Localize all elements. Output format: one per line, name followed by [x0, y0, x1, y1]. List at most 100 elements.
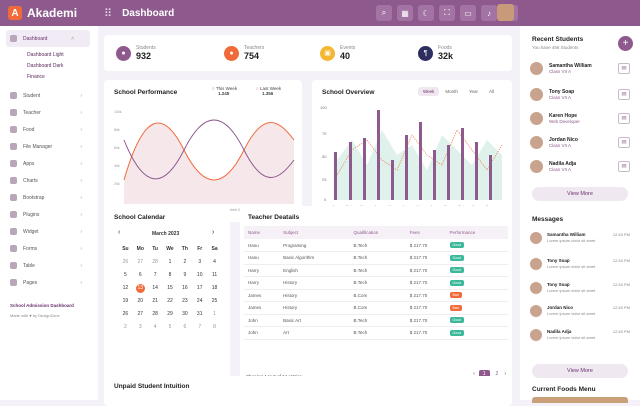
prev-page-icon[interactable]: ‹	[473, 371, 475, 377]
calendar-day[interactable]: 2	[183, 259, 187, 265]
sidebar-item-file-manager[interactable]: File Manager ›	[0, 138, 98, 155]
tab-year[interactable]: Year	[468, 89, 479, 94]
col-subject[interactable]: Subject	[283, 226, 354, 239]
calendar-day[interactable]: 30	[182, 311, 188, 317]
sidebar-item-bootstrap[interactable]: Bootstrap ›	[0, 189, 98, 206]
table-row[interactable]: John Art B.Tech $ 217.70 Good	[244, 326, 508, 340]
calendar-day[interactable]: 16	[182, 285, 188, 291]
view-more-messages-button[interactable]: View More	[532, 364, 628, 378]
calendar-day[interactable]: 4	[153, 324, 157, 330]
table-row[interactable]: Hanu Programing B.Tech $ 217.70 Good	[244, 239, 508, 252]
sidebar-item-teacher[interactable]: Teacher ›	[0, 104, 98, 121]
calendar-day[interactable]: 18	[211, 285, 218, 291]
mail-icon[interactable]: ✉	[618, 137, 630, 148]
calendar-day[interactable]: 6	[183, 324, 187, 330]
message-item[interactable]: Tony Soap Lorem ipsum dolor sit amet 12:45…	[530, 258, 634, 270]
logo[interactable]: A Akademi	[0, 0, 100, 26]
tab-all[interactable]: All	[489, 89, 495, 94]
list-item[interactable]: Samantha William Class VII A ✉	[530, 62, 630, 75]
sidebar-item-dashboard[interactable]: Dashboard ˄	[6, 30, 90, 47]
mail-icon[interactable]: ✉	[618, 63, 630, 74]
message-item[interactable]: Tony Soap Lorem ipsum dolor sit amet 12:45…	[530, 282, 634, 294]
sidebar-item-plugins[interactable]: Plugins ›	[0, 206, 98, 223]
calendar-day[interactable]: 7	[198, 324, 202, 330]
calendar-day[interactable]: 20	[137, 298, 144, 304]
sidebar-sub-dashboard-light[interactable]: Dashboard Light	[27, 51, 64, 58]
sidebar-item-student[interactable]: Student ›	[0, 87, 98, 104]
calendar-day[interactable]: 19	[122, 298, 129, 304]
apps-grid-icon[interactable]: ⠿	[104, 7, 113, 20]
calendar-day[interactable]: 22	[167, 298, 173, 304]
table-row[interactable]: Hanu Basic Algorithm B.Tech $ 217.70 Good	[244, 251, 508, 265]
list-item[interactable]: Jordan Nico Class VII A ✉	[530, 136, 630, 149]
calendar-day[interactable]: 24	[196, 298, 203, 304]
calendar-day[interactable]: 27	[137, 259, 144, 265]
calendar-day[interactable]: 21	[152, 298, 158, 304]
calendar-day[interactable]: 31	[196, 311, 203, 317]
mail-icon[interactable]: ✉	[618, 113, 630, 124]
table-row[interactable]: Harry English B.Tech $ 217.70 Good	[244, 264, 508, 277]
mail-icon[interactable]: ✉	[618, 89, 630, 100]
sidebar-item-charts[interactable]: Charts ›	[0, 172, 98, 189]
calendar-day[interactable]: 5	[124, 272, 127, 278]
message-item[interactable]: Samantha William Lorem ipsum dolor sit am…	[530, 232, 634, 244]
calendar-day[interactable]: 8	[213, 324, 216, 330]
tab-week[interactable]: Week	[418, 87, 440, 96]
tab-month[interactable]: Month	[445, 89, 458, 94]
message-item[interactable]: Nadila Adja Lorem ipsum dolor sit amet 12:…	[530, 329, 634, 341]
calendar-day[interactable]: 26	[122, 259, 129, 265]
next-month-icon[interactable]: ›	[212, 229, 215, 236]
message-item[interactable]: Jordan Nico Lorem ipsum dolor sit amet 12:…	[530, 305, 634, 317]
calendar-day[interactable]: 7	[153, 272, 157, 278]
prev-month-icon[interactable]: ‹	[118, 229, 121, 236]
calendar-day[interactable]: 1	[168, 259, 172, 265]
list-item[interactable]: Tony Soap Class VII A ✉	[530, 88, 630, 101]
sidebar-item-food[interactable]: Food ›	[0, 121, 98, 138]
table-row[interactable]: James History B.Com $ 217.70 Bad	[244, 289, 508, 302]
calendar-day[interactable]: 23	[182, 298, 188, 304]
calendar-day[interactable]: 3	[138, 324, 142, 330]
add-student-button[interactable]: +	[618, 36, 633, 51]
calendar-day[interactable]: 10	[196, 272, 203, 278]
calendar-day[interactable]: 14	[152, 285, 158, 291]
calendar-day[interactable]: 29	[167, 311, 173, 317]
col-performance[interactable]: Performance	[449, 226, 508, 239]
sidebar-item-widget[interactable]: Widget ›	[0, 223, 98, 240]
mail-icon[interactable]: ✉	[618, 161, 630, 172]
calendar-day[interactable]: 28	[152, 311, 158, 317]
page-2[interactable]: 2	[495, 371, 499, 377]
view-more-students-button[interactable]: View More	[532, 187, 628, 201]
table-row[interactable]: John Basic Art B.Tech $ 217.70 Good	[244, 314, 508, 327]
user-avatar[interactable]	[497, 4, 514, 21]
table-row[interactable]: James History B.Com $ 217.70 Bad	[244, 301, 508, 315]
calendar-day[interactable]: 9	[183, 272, 187, 278]
chat-icon[interactable]: ▭	[460, 5, 476, 21]
calendar-day[interactable]: 27	[137, 311, 144, 317]
calendar-day[interactable]: 3	[198, 259, 202, 265]
calendar-day[interactable]: 5	[168, 324, 172, 330]
calendar-day[interactable]: 2	[124, 324, 127, 330]
sidebar-item-apps[interactable]: Apps ›	[0, 155, 98, 172]
calendar-day[interactable]: 13	[135, 284, 145, 293]
next-page-icon[interactable]: ›	[504, 371, 506, 377]
grid-icon[interactable]: ▦	[397, 5, 413, 21]
search-icon[interactable]: ⌕	[376, 5, 392, 21]
bell-icon[interactable]: ♪	[481, 5, 497, 21]
sidebar-item-pages[interactable]: Pages ›	[0, 274, 98, 291]
col-qualification[interactable]: Qualification	[353, 226, 410, 239]
sidebar-item-forms[interactable]: Forms ›	[0, 240, 98, 257]
calendar-day[interactable]: 15	[167, 285, 173, 291]
calendar-day[interactable]: 11	[211, 272, 218, 278]
table-row[interactable]: Harry History B.Tech $ 217.70 Good	[244, 276, 508, 290]
list-item[interactable]: Karen Hope Web Developer ✉	[530, 112, 630, 125]
calendar-day[interactable]: 8	[168, 272, 172, 278]
calendar-day[interactable]: 25	[211, 298, 218, 304]
calendar-day[interactable]: 6	[138, 272, 142, 278]
calendar-day[interactable]: 17	[196, 285, 203, 291]
expand-icon[interactable]: ⛶	[439, 5, 455, 21]
sidebar-item-table[interactable]: Table ›	[0, 257, 98, 274]
page-1[interactable]: 1	[478, 370, 490, 378]
sidebar-sub-dashboard-dark[interactable]: Dashboard Dark	[27, 62, 64, 69]
moon-icon[interactable]: ☾	[418, 5, 434, 21]
calendar-day[interactable]: 1	[213, 311, 216, 317]
